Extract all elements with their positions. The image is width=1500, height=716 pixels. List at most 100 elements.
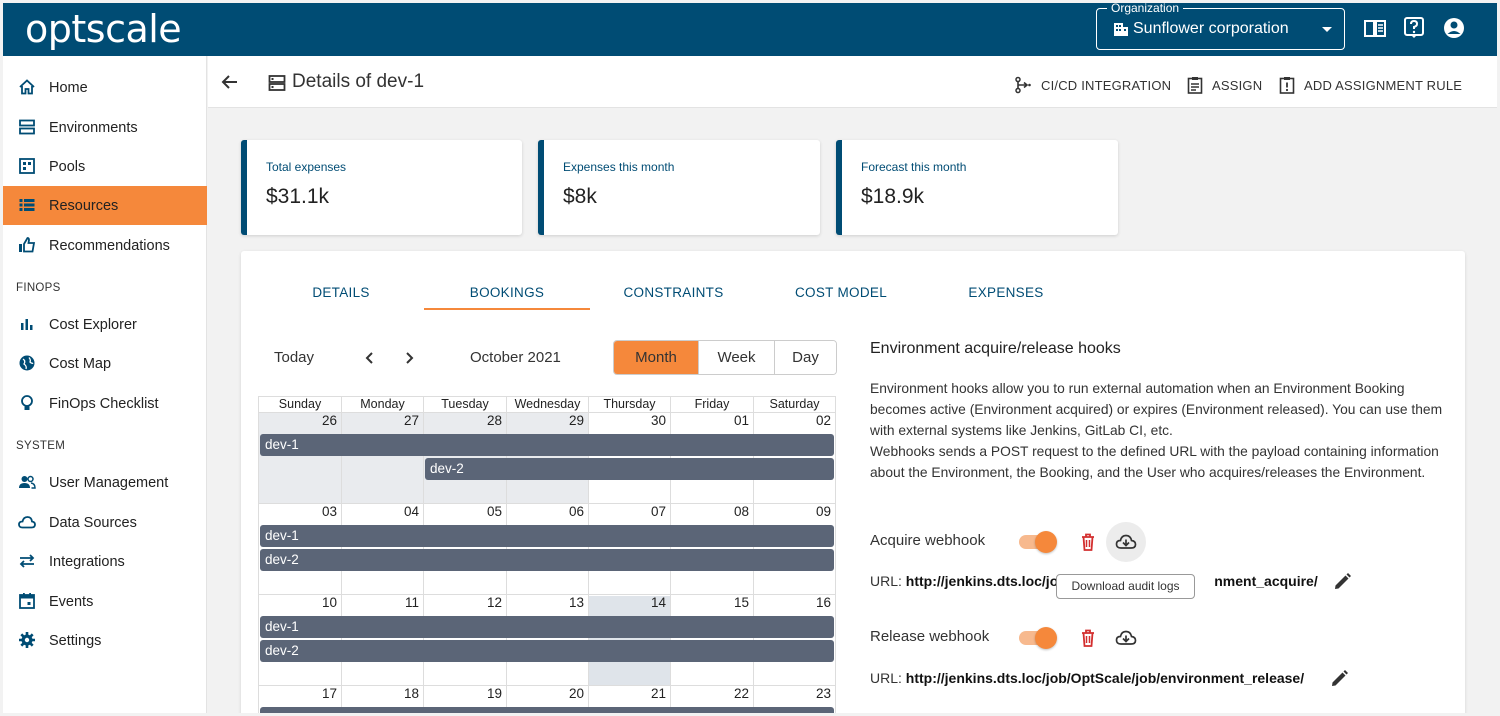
tab-constraints[interactable]: CONSTRAINTS	[623, 285, 724, 300]
booking-event[interactable]: dev-2	[425, 458, 834, 480]
weekday-header: Saturday	[753, 396, 836, 413]
home-icon	[19, 79, 35, 95]
assign-button[interactable]: ASSIGN	[1187, 76, 1262, 94]
delete-icon[interactable]	[1077, 531, 1099, 553]
calendar-day-cell[interactable]: 26	[258, 413, 341, 504]
sidebar-item-label: Settings	[49, 632, 102, 649]
calendar-day-number: 11	[404, 595, 419, 610]
calendar-day-number: 07	[650, 504, 666, 519]
calendar-today-button[interactable]: Today	[274, 349, 315, 366]
thumbs-up-icon	[19, 237, 36, 253]
calendar-day-number: 22	[733, 686, 749, 701]
card-value: $31.1k	[266, 185, 330, 208]
sidebar-item-user-management[interactable]: User Management	[3, 463, 207, 502]
sidebar-item-cost-map[interactable]: Cost Map	[3, 344, 207, 383]
account-icon[interactable]	[1442, 16, 1466, 40]
booking-event[interactable]: dev-2	[260, 640, 834, 662]
edit-icon[interactable]	[1328, 668, 1350, 690]
edit-icon[interactable]	[1331, 571, 1353, 593]
add-assignment-rule-button[interactable]: ADD ASSIGNMENT RULE	[1279, 76, 1462, 94]
sidebar-item-finops-checklist[interactable]: FinOps Checklist	[3, 384, 207, 423]
calendar-day-number: 05	[486, 504, 502, 519]
booking-event[interactable]	[260, 707, 834, 713]
booking-event[interactable]: dev-2	[260, 549, 834, 571]
calendar-day-number: 27	[403, 413, 419, 428]
sidebar-item-label: Data Sources	[49, 514, 137, 531]
sidebar-item-recommendations[interactable]: Recommendations	[3, 226, 207, 265]
calendar-day-cell[interactable]: 10	[258, 595, 341, 686]
release-webhook-label: Release webhook	[870, 628, 990, 645]
acquire-webhook-label: Acquire webhook	[870, 532, 986, 549]
rule-alert-icon	[1279, 77, 1295, 94]
calendar-day-number: 10	[321, 595, 337, 610]
bar-chart-icon	[21, 319, 33, 330]
toggle-thumb	[1035, 531, 1057, 553]
calendar-view-switch: Month Week Day	[613, 340, 837, 375]
view-week-button[interactable]: Week	[698, 341, 774, 374]
sidebar-item-resources[interactable]: Resources	[3, 186, 207, 225]
calendar-day-cell[interactable]: 18	[341, 686, 423, 713]
tab-bookings[interactable]: BOOKINGS	[469, 285, 545, 300]
booking-event[interactable]: dev-1	[260, 525, 834, 547]
building-icon	[1114, 23, 1128, 36]
card-label: Total expenses	[266, 160, 347, 174]
calendar-day-cell[interactable]: 19	[423, 686, 506, 713]
acquire-webhook-toggle[interactable]	[1019, 530, 1057, 554]
arrow-back-icon[interactable]	[220, 72, 240, 92]
calendar-day-number: 20	[568, 686, 584, 701]
sidebar-item-environments[interactable]: Environments	[3, 108, 207, 147]
release-webhook-toggle[interactable]	[1019, 626, 1057, 650]
calendar-day-cell[interactable]: 21	[588, 686, 670, 713]
sidebar-item-home[interactable]: Home	[3, 68, 207, 107]
organization-select[interactable]: Organization Sunflower corporation	[1096, 3, 1345, 50]
calendar-day-number: 28	[486, 413, 502, 428]
sidebar-item-integrations[interactable]: Integrations	[3, 542, 207, 581]
delete-icon[interactable]	[1077, 627, 1099, 649]
cloud-download-icon[interactable]	[1115, 531, 1137, 553]
tab-cost-model[interactable]: COST MODEL	[794, 285, 887, 300]
card-label: Expenses this month	[563, 160, 675, 174]
documentation-icon[interactable]	[1363, 16, 1387, 40]
card-label: Forecast this month	[861, 160, 967, 174]
chevron-right-icon[interactable]	[403, 351, 415, 365]
booking-event[interactable]: dev-1	[260, 616, 834, 638]
sidebar-item-pools[interactable]: Pools	[3, 147, 207, 186]
expenses-this-month-card: Expenses this month $8k	[538, 140, 820, 235]
calendar-day-cell[interactable]: 22	[670, 686, 753, 713]
sidebar-item-settings[interactable]: Settings	[3, 621, 207, 660]
clipboard-icon	[1187, 77, 1203, 94]
calendar-day-number: 15	[733, 595, 749, 610]
app-logo[interactable]: optscale	[25, 7, 182, 51]
sidebar-item-label: Recommendations	[49, 237, 170, 254]
calendar-day-number: 16	[815, 595, 831, 610]
chevron-left-icon[interactable]	[364, 351, 376, 365]
organization-value: Sunflower corporation	[1133, 20, 1289, 37]
booking-event[interactable]: dev-1	[260, 434, 834, 456]
calendar-day-number: 21	[650, 686, 666, 701]
add-assignment-rule-label: ADD ASSIGNMENT RULE	[1304, 77, 1463, 93]
calendar-day-cell[interactable]: 23	[753, 686, 836, 713]
url-prefix: URL:	[870, 573, 902, 589]
calendar-day-cell[interactable]: 20	[506, 686, 588, 713]
calendar-day-cell[interactable]: 27	[341, 413, 423, 504]
calendar-day-number: 12	[486, 595, 502, 610]
sidebar-item-cost-explorer[interactable]: Cost Explorer	[3, 305, 207, 344]
sidebar-item-data-sources[interactable]: Data Sources	[3, 503, 207, 542]
calendar-day-cell[interactable]: 17	[258, 686, 341, 713]
calendar-day-number: 29	[568, 413, 584, 428]
view-month-button[interactable]: Month	[614, 341, 698, 374]
calendar-day-cell[interactable]: 03	[258, 504, 341, 595]
cicd-integration-button[interactable]: CI/CD INTEGRATION	[1014, 76, 1171, 94]
sidebar-item-events[interactable]: Events	[3, 582, 207, 621]
calendar-day-number: 09	[815, 504, 831, 519]
sidebar-item-label: Cost Explorer	[49, 316, 137, 333]
tab-details[interactable]: DETAILS	[312, 285, 370, 300]
sidebar-item-label: User Management	[49, 474, 169, 491]
help-icon[interactable]	[1402, 16, 1426, 40]
tab-expenses[interactable]: EXPENSES	[968, 285, 1044, 300]
assign-label: ASSIGN	[1212, 77, 1263, 93]
calendar-day-cell[interactable]: 28	[423, 413, 506, 504]
organization-legend: Organization	[1107, 3, 1184, 15]
view-day-button[interactable]: Day	[774, 341, 836, 374]
cloud-download-icon[interactable]	[1115, 627, 1137, 649]
